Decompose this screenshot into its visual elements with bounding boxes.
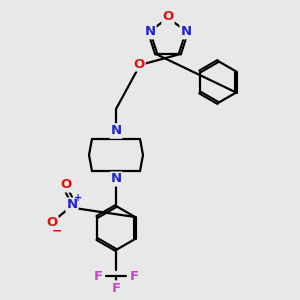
Text: N: N [144, 25, 155, 38]
Text: O: O [162, 11, 174, 23]
Text: N: N [110, 124, 122, 137]
Text: −: − [52, 224, 62, 238]
Text: O: O [134, 58, 145, 70]
Text: O: O [60, 178, 72, 191]
Text: N: N [110, 172, 122, 185]
Text: F: F [93, 269, 103, 283]
Text: O: O [46, 217, 58, 230]
Text: N: N [66, 199, 78, 212]
Text: N: N [110, 124, 122, 137]
Text: F: F [111, 281, 121, 295]
Text: +: + [74, 193, 82, 203]
Text: N: N [181, 25, 192, 38]
Text: F: F [129, 269, 139, 283]
